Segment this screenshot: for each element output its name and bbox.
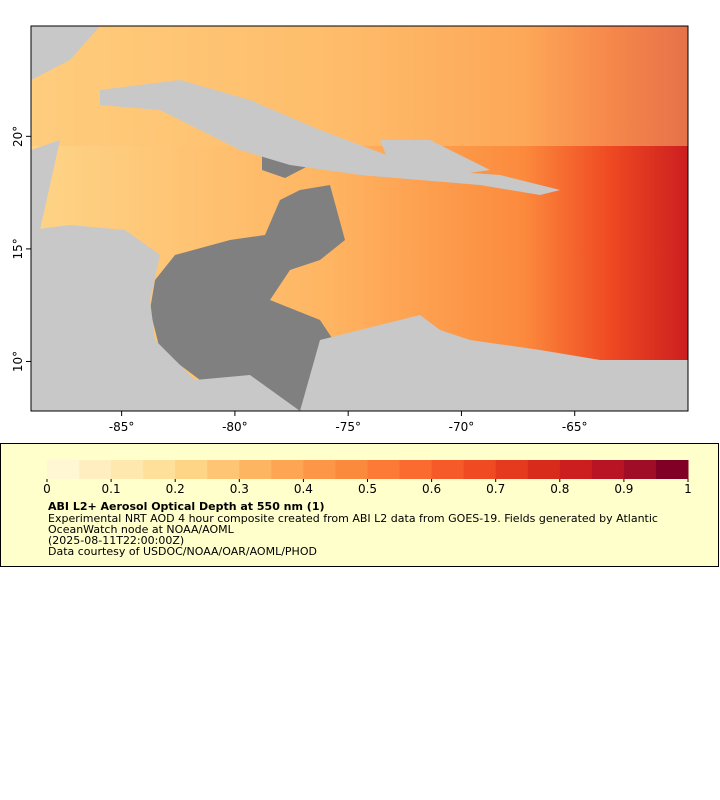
colorbar-swatch xyxy=(207,460,240,479)
colorbar-swatch xyxy=(495,460,529,479)
colorbar-tick-label: 0.1 xyxy=(102,482,121,496)
colorbar-tick-label: 0.2 xyxy=(166,482,185,496)
map-image xyxy=(30,25,689,412)
colorbar-swatch xyxy=(367,460,401,479)
y-tick-label: 10° xyxy=(11,351,25,372)
x-tick-label: -85° xyxy=(109,420,135,434)
colorbar-tick-label: 0.3 xyxy=(230,482,249,496)
y-tick-label: 20° xyxy=(11,126,25,147)
x-tick-label: -75° xyxy=(335,420,361,434)
y-tick-label: 15° xyxy=(11,238,25,259)
colorbar-tick-label: 0.5 xyxy=(358,482,377,496)
land xyxy=(380,140,490,180)
colorbar-tick-label: 0.9 xyxy=(614,482,633,496)
colorbar-tick-label: 0.4 xyxy=(294,482,313,496)
legend-title: ABI L2+ Aerosol Optical Depth at 550 nm … xyxy=(48,500,325,513)
colorbar-tick-label: 0 xyxy=(43,482,51,496)
aod-field-north xyxy=(31,26,688,146)
colorbar-swatch xyxy=(111,460,144,479)
colorbar-swatch xyxy=(431,460,465,479)
legend-line: Data courtesy of USDOC/NOAA/OAR/AOML/PHO… xyxy=(48,545,317,558)
colorbar-swatch xyxy=(591,460,625,479)
colorbar-swatch xyxy=(303,460,336,479)
land xyxy=(31,140,60,240)
colorbar-swatch xyxy=(143,460,176,479)
no-data xyxy=(150,185,345,411)
colorbar-swatch xyxy=(527,460,561,479)
colorbar: 0 0.1 0.2 0.3 0.4 0.5 0.6 0.7 0.8 0.9 1 xyxy=(43,460,692,496)
colorbar-swatch xyxy=(47,460,80,479)
colorbar-swatch xyxy=(79,460,112,479)
colorbar-tick-label: 0.7 xyxy=(486,482,505,496)
legend-line: OceanWatch node at NOAA/AOML xyxy=(48,523,235,536)
colorbar-tick-label: 1 xyxy=(684,482,692,496)
x-tick-label: -80° xyxy=(222,420,248,434)
colorbar-tick-label: 0.8 xyxy=(550,482,569,496)
land xyxy=(100,80,560,195)
colorbar-tick-label: 0.6 xyxy=(422,482,441,496)
x-tick-label: -70° xyxy=(449,420,475,434)
colorbar-swatch xyxy=(463,460,497,479)
axes: -85° -80° -75° -70° -65° 10° 15° 20° xyxy=(11,126,588,434)
colorbar-swatch xyxy=(623,460,657,479)
legend-line: (2025-08-11T22:00:00Z) xyxy=(48,534,184,547)
colorbar-swatch xyxy=(559,460,593,479)
colorbar-swatch xyxy=(239,460,272,479)
x-tick-label: -65° xyxy=(562,420,588,434)
colorbar-swatch xyxy=(271,460,304,479)
colorbar-swatch xyxy=(399,460,433,479)
land xyxy=(300,315,688,411)
colorbar-swatch xyxy=(175,460,208,479)
colorbar-swatch xyxy=(335,460,368,479)
land xyxy=(31,225,300,411)
map-frame xyxy=(30,25,689,412)
land xyxy=(31,26,100,80)
legend-line: Experimental NRT AOD 4 hour composite cr… xyxy=(48,512,658,525)
colorbar-swatch xyxy=(655,460,689,479)
